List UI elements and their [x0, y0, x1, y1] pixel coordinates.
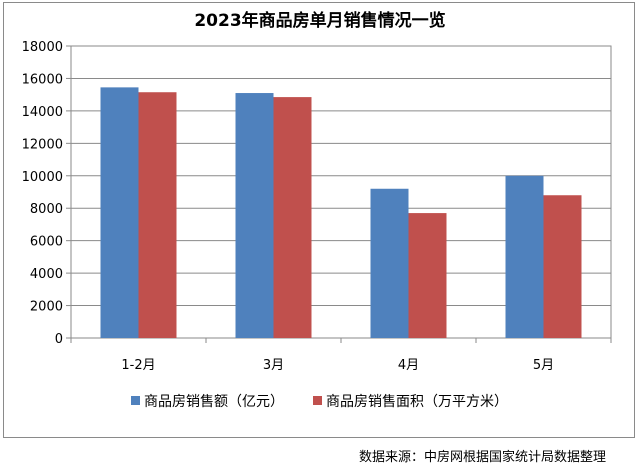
- data-source-note: 数据来源：中房网根据国家统计局数据整理: [358, 450, 606, 465]
- bar-2: [138, 92, 177, 338]
- x-tick-label: 1-2月: [121, 358, 155, 373]
- legend-swatch: [313, 396, 322, 405]
- bar-1: [235, 93, 274, 339]
- legend-label: 商品房销售额（亿元）: [144, 394, 284, 410]
- bar-1: [505, 175, 544, 338]
- y-tick-label: 10000: [22, 170, 63, 185]
- y-tick-label: 14000: [22, 105, 63, 120]
- bar-2: [543, 195, 582, 338]
- legend-swatch: [131, 396, 140, 405]
- y-tick-label: 8000: [30, 202, 63, 217]
- legend-label: 商品房销售面积（万平方米）: [326, 394, 508, 410]
- y-tick-label: 12000: [22, 137, 63, 152]
- y-tick-label: 6000: [30, 235, 63, 250]
- x-tick-label: 4月: [398, 358, 419, 373]
- bar-2: [273, 97, 312, 338]
- chart-title: 2023年商品房单月销售情况一览: [194, 11, 446, 31]
- bar-chart: 0 2000 4000 6000 8000 10000 12000 14000 16000 180…: [22, 40, 612, 410]
- y-tick-label: 0: [55, 332, 63, 347]
- x-tick-label: 3月: [263, 358, 284, 373]
- bar-2: [408, 213, 447, 338]
- bar-1: [100, 87, 139, 338]
- y-tick-label: 2000: [30, 300, 63, 315]
- y-tick-label: 4000: [30, 267, 63, 282]
- bar-1: [370, 188, 409, 338]
- x-tick-label: 5月: [533, 358, 554, 373]
- y-tick-label: 18000: [22, 40, 63, 55]
- y-tick-label: 16000: [22, 72, 63, 87]
